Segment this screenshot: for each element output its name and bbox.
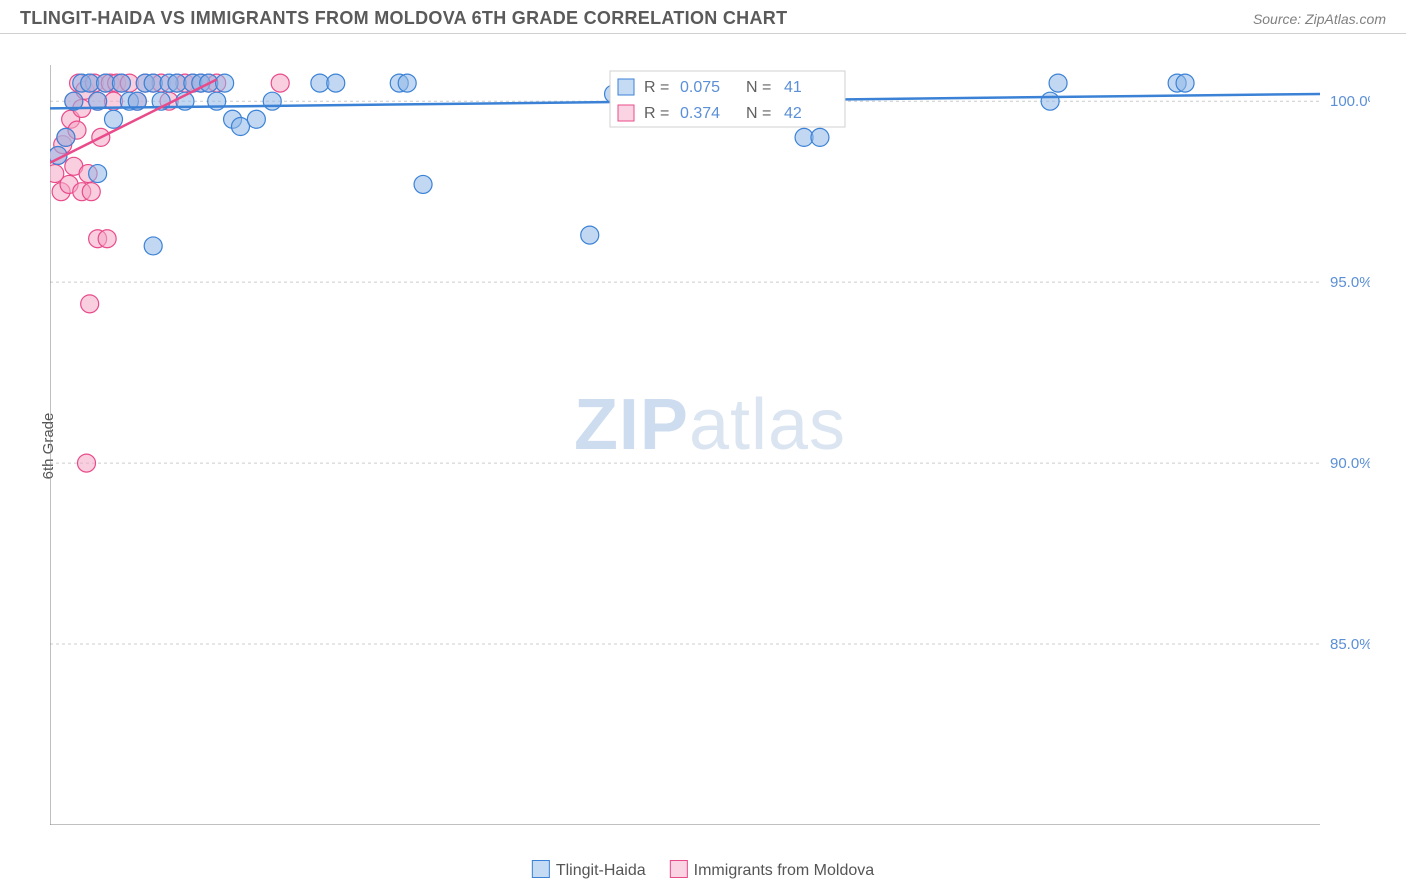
data-point (398, 74, 416, 92)
legend-swatch (618, 105, 634, 121)
data-point (89, 165, 107, 183)
data-point (263, 92, 281, 110)
legend-swatch (532, 860, 550, 878)
legend-item: Immigrants from Moldova (670, 860, 875, 880)
data-point (1049, 74, 1067, 92)
svg-text:0.374: 0.374 (680, 105, 720, 122)
legend-swatch (618, 79, 634, 95)
scatter-chart: 85.0%90.0%95.0%100.0%0.0%80.0%R =0.075N … (50, 55, 1370, 825)
legend-item: Tlingit-Haida (532, 860, 646, 880)
svg-text:85.0%: 85.0% (1330, 636, 1370, 653)
svg-text:100.0%: 100.0% (1330, 93, 1370, 110)
data-point (247, 110, 265, 128)
svg-text:41: 41 (784, 79, 802, 96)
data-point (414, 175, 432, 193)
svg-text:N =: N = (746, 79, 771, 96)
data-point (81, 295, 99, 313)
data-point (78, 454, 96, 472)
data-point (216, 74, 234, 92)
data-point (271, 74, 289, 92)
svg-text:R =: R = (644, 105, 669, 122)
data-point (82, 183, 100, 201)
svg-text:95.0%: 95.0% (1330, 274, 1370, 291)
svg-text:42: 42 (784, 105, 802, 122)
data-point (144, 237, 162, 255)
data-point (105, 110, 123, 128)
chart-source: Source: ZipAtlas.com (1253, 11, 1386, 27)
data-point (811, 128, 829, 146)
data-point (57, 128, 75, 146)
chart-header: TLINGIT-HAIDA VS IMMIGRANTS FROM MOLDOVA… (0, 0, 1406, 34)
legend-label: Tlingit-Haida (556, 862, 646, 879)
bottom-legend: Tlingit-Haida Immigrants from Moldova (532, 860, 874, 880)
chart-title: TLINGIT-HAIDA VS IMMIGRANTS FROM MOLDOVA… (20, 8, 787, 29)
svg-text:R =: R = (644, 79, 669, 96)
svg-text:N =: N = (746, 105, 771, 122)
legend-label: Immigrants from Moldova (694, 862, 875, 879)
data-point (327, 74, 345, 92)
data-point (232, 118, 250, 136)
data-point (1176, 74, 1194, 92)
data-point (581, 226, 599, 244)
legend-swatch (670, 860, 688, 878)
plot-area: 85.0%90.0%95.0%100.0%0.0%80.0%R =0.075N … (50, 55, 1370, 825)
data-point (112, 74, 130, 92)
svg-text:90.0%: 90.0% (1330, 455, 1370, 472)
data-point (98, 230, 116, 248)
data-point (1041, 92, 1059, 110)
svg-text:0.075: 0.075 (680, 79, 720, 96)
